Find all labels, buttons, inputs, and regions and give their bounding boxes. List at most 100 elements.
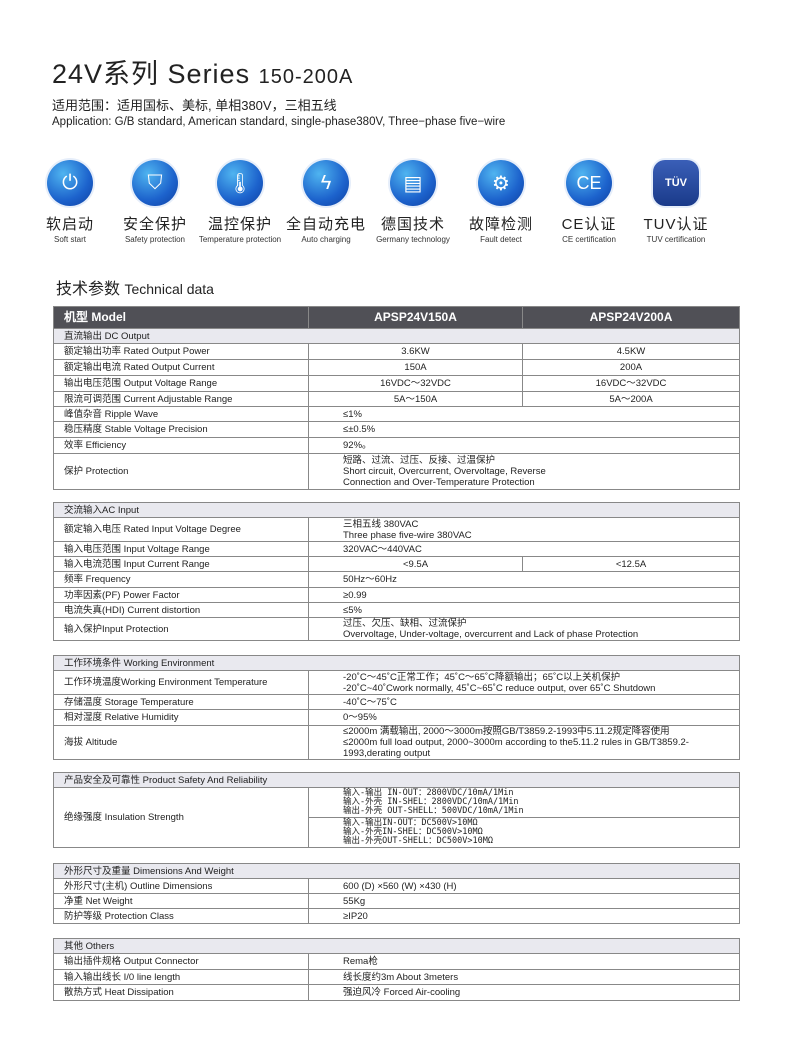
value-line: 输出-外壳OUT-SHELL：DC500V>10MΩ — [343, 836, 493, 846]
section-title: 交流输入AC Input — [53, 502, 740, 518]
row-label: 输出电压范围 Output Voltage Range — [53, 375, 309, 392]
row-label: 净重 Net Weight — [53, 893, 309, 909]
feature-label-en: Safety protection — [124, 235, 186, 244]
row-label: 峰值杂音 Ripple Wave — [53, 406, 309, 422]
application-cn: 适用范围：适用国标、美标, 单相380V，三相五线 — [52, 98, 337, 113]
section-title: 产品安全及可靠性 Product Safety And Reliability — [53, 772, 740, 788]
feature-label-cn: TUV认证 — [643, 216, 709, 233]
value-line: ≥IP20 — [343, 910, 368, 922]
value-line: 55Kg — [343, 895, 366, 907]
model-header-row: 机型 Model APSP24V150A APSP24V200A — [53, 306, 740, 329]
value-line: Connection and Over-Temperature Protecti… — [343, 477, 535, 488]
model-label: 机型 Model — [53, 306, 309, 329]
row-value: ≤±0.5% — [308, 421, 740, 438]
table-row: 净重 Net Weight 55Kg — [53, 893, 741, 909]
section-header: 交流输入AC Input — [53, 502, 740, 518]
title-range: 150-200A — [258, 66, 354, 88]
value-line: -20˚C～45˚C正常工作；45˚C～65˚C降额输出；65˚C以上关机保护 — [343, 671, 621, 683]
row-value: 600 (D) ×560 (W) ×430 (H) — [307, 878, 741, 894]
spec-table-0: 机型 Model APSP24V150A APSP24V200A 直流输出 DC Ou… — [53, 306, 740, 490]
row-label: 存储温度 Storage Temperature — [53, 694, 309, 710]
spec-table-1: 交流输入AC Input 额定输入电压 Rated Input Voltage D… — [53, 502, 740, 641]
row-label: 输出插件规格 Output Connector — [53, 953, 309, 970]
table-row: 输入输出线长 I/0 line length 线长度约3m About 3mete… — [53, 969, 741, 985]
value-line: 线长度约3m About 3meters — [343, 971, 459, 983]
page-title: 24V系列 Series 150-200A — [52, 52, 353, 91]
row-label: 工作环境温度Working Environment Temperature — [53, 670, 309, 695]
table-row: 峰值杂音 Ripple Wave ≤1% — [53, 406, 740, 422]
feature-label-en: CE certification — [562, 235, 616, 244]
value-line: -40˚C～75˚C — [343, 696, 397, 708]
row-value: 5A～150A — [308, 391, 523, 407]
table-row: 频率 Frequency 50Hz～60Hz — [53, 571, 740, 588]
value-line: Short circuit, Overcurrent, Overvoltage,… — [343, 466, 546, 477]
row-label: 输入电压范围 Input Voltage Range — [53, 541, 309, 557]
row-value: 0～95% — [307, 709, 741, 726]
value-line: 输入-外壳 IN-SHEL：2800VDC/10mA/1Min — [343, 797, 519, 807]
row-label: 输入输出线长 I/0 line length — [53, 969, 309, 985]
table-row: 外形尺寸(主机) Outline Dimensions 600 (D) ×560 … — [53, 878, 741, 894]
table-row: 效率 Efficiency 92%。 — [53, 437, 740, 454]
table-row: 输入电压范围 Input Voltage Range 320VAC～440VAC — [53, 541, 740, 557]
row-label: 额定输出电流 Rated Output Current — [53, 359, 309, 376]
row-value: 150A — [308, 359, 523, 376]
power-icon: ⏻ — [47, 160, 93, 206]
feature-label-cn: 安全保护 — [122, 216, 187, 233]
table-row: 稳压精度 Stable Voltage Precision ≤±0.5% — [53, 421, 740, 438]
value-line: 0～95% — [343, 712, 377, 723]
row-value: -20˚C～45˚C正常工作；45˚C～65˚C降额输出；65˚C以上关机保护 -… — [307, 670, 741, 695]
table-row: 防护等级 Protection Class ≥IP20 — [53, 908, 741, 924]
row-value: <9.5A — [308, 556, 523, 572]
value-line: 92%。 — [343, 440, 372, 451]
shield-icon: ⛉ — [132, 160, 178, 206]
row-value: 320VAC～440VAC — [308, 541, 740, 557]
tech-title-cn: 技术参数 — [56, 281, 121, 298]
feature-label-cn: 软启动 — [45, 216, 94, 233]
feature-label-en: Soft start — [53, 235, 86, 244]
feature-label-en: Germany technology — [376, 235, 450, 244]
thermometer-icon: 🌡 — [217, 160, 263, 206]
spec-table-4: 外形尺寸及重量 Dimensions And Weight 外形尺寸(主机) Ou… — [52, 863, 741, 924]
row-label: 额定输出功率 Rated Output Power — [53, 343, 309, 360]
value-line: 输入-外壳IN-SHEL：DC500V>10MΩ — [343, 827, 483, 837]
row-value: 200A — [522, 359, 740, 376]
row-value: ≥0.99 — [308, 587, 740, 603]
value-line: ≤2000m 满载输出, 2000～3000m按照GB/T3859.2-1993… — [343, 726, 670, 737]
row-value: 4.5KW — [522, 343, 740, 360]
row-value: <12.5A — [522, 556, 740, 572]
value-line: ≤2000m full load output, 2000~3000m acco… — [343, 737, 689, 748]
feature-label-en: Temperature protection — [198, 235, 282, 244]
table-row: 输出电压范围 Output Voltage Range 16VDC～32VDC 16… — [53, 375, 740, 392]
feature-label-cn: 故障检测 — [468, 216, 533, 233]
value-line: 600 (D) ×560 (W) ×430 (H) — [343, 880, 457, 892]
table-row: 相对湿度 Relative Humidity 0～95% — [53, 709, 741, 726]
title-main: 24V系列 Series — [52, 59, 251, 89]
feature-item: ⏻ 软启动 Soft start — [25, 160, 115, 244]
table-row: 海拔 Altitude ≤2000m 满载输出, 2000～3000m按照GB/T… — [53, 725, 741, 760]
value-line: 输出-外壳 OUT-SHELL：500VDC/10mA/1Min — [343, 806, 524, 816]
feature-item: TÜV TUV认证 TUV certification — [631, 160, 721, 244]
row-value: 三相五线 380VAC Three phase five-wire 380VAC — [308, 517, 740, 542]
row-value: 线长度约3m About 3meters — [307, 969, 741, 985]
row-value: 输入-输出IN-OUT：DC500V>10MΩ 输入-外壳IN-SHEL：DC50… — [308, 817, 740, 848]
row-label: 限流可调范围 Current Adjustable Range — [53, 391, 309, 407]
table-row: 电流失真(HDI) Current distortion ≤5% — [53, 602, 740, 618]
value-line: -20˚C~40˚Cwork normally, 45˚C~65˚C reduc… — [343, 682, 656, 694]
row-label: 频率 Frequency — [53, 571, 309, 588]
value-line: 短路、过流、过压、反接、过温保护 — [343, 455, 496, 466]
row-label: 输入电流范围 Input Current Range — [53, 556, 309, 572]
row-label: 电流失真(HDI) Current distortion — [53, 602, 309, 618]
feature-item: ϟ 全自动充电 Auto charging — [281, 160, 371, 244]
row-label: 保护 Protection — [53, 453, 309, 490]
tech-title: 技术参数 Technical data — [56, 275, 214, 299]
row-label: 外形尺寸(主机) Outline Dimensions — [53, 878, 309, 894]
model-name: APSP24V200A — [522, 306, 740, 329]
row-label: 功率因素(PF) Power Factor — [53, 587, 309, 603]
spec-table-3: 产品安全及可靠性 Product Safety And Reliability 绝… — [53, 772, 740, 848]
value-line: 输入-输出IN-OUT：DC500V>10MΩ — [343, 818, 478, 828]
application-en: Application: G/B standard, American stan… — [52, 116, 506, 128]
table-row: 额定输出电流 Rated Output Current 150A 200A — [53, 359, 740, 376]
row-value: ≥IP20 — [307, 908, 741, 924]
value-line: 320VAC～440VAC — [343, 543, 422, 555]
value-line: ≥0.99 — [343, 589, 367, 601]
